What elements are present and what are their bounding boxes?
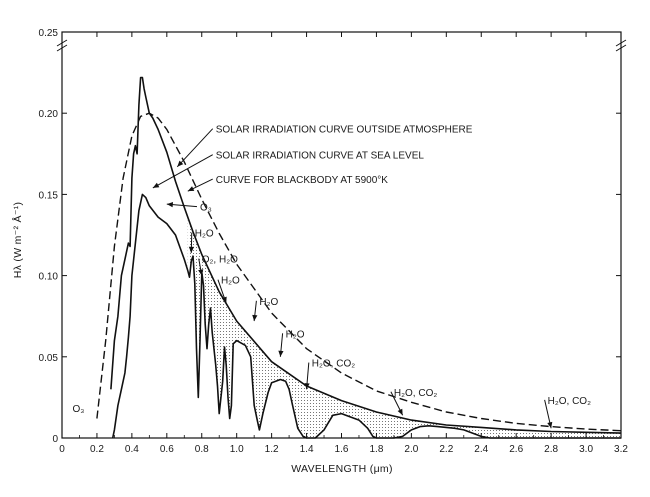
annotation-label: CURVE FOR BLACKBODY AT 5900°K xyxy=(216,175,389,186)
left-axis-break xyxy=(56,39,68,52)
series-line-3 xyxy=(96,112,622,432)
x-tick-label: 1.4 xyxy=(300,444,314,455)
x-tick-label: 1.0 xyxy=(230,444,244,455)
annotation-label: H₂O xyxy=(286,329,305,340)
axis-ticks: 0 0.2 0.4 0.6 0.8 1.0 1.2 1.4 1.6 1.8 2.0 2.2 2.4 2.6… xyxy=(39,28,629,455)
y-tick-label: 0.15 xyxy=(39,190,59,201)
annotation-layer: SOLAR IRRADIATION CURVE OUTSIDE ATMOSPHE… xyxy=(72,125,591,429)
annotation-label: SOLAR IRRADIATION CURVE OUTSIDE ATMOSPHE… xyxy=(216,125,473,136)
x-tick-label: 3.2 xyxy=(614,444,628,455)
series-line-1 xyxy=(110,76,622,434)
annotation-label: O₂, H₂O xyxy=(202,255,238,266)
x-tick-label: 0 xyxy=(59,444,65,455)
y-tick-label: 0.20 xyxy=(39,109,59,120)
annotation-arrowhead xyxy=(221,296,227,304)
x-tick-label: 0.8 xyxy=(195,444,209,455)
plot-border xyxy=(61,31,622,439)
annotation-arrowhead xyxy=(278,350,284,357)
annotation-label: SOLAR IRRADIATION CURVE AT SEA LEVEL xyxy=(216,151,425,162)
x-tick-label: 2.2 xyxy=(439,444,453,455)
annotation-label: H₂O, CO₂ xyxy=(312,359,355,370)
annotation-label: H₂O xyxy=(195,229,214,240)
annotation-arrowhead xyxy=(152,182,160,188)
x-tick-label: 1.2 xyxy=(265,444,279,455)
annotation-arrowhead xyxy=(187,186,195,192)
annotation-arrowhead xyxy=(547,421,553,429)
y-axis-title: Hλ (W m⁻² Å⁻¹) xyxy=(11,202,24,279)
x-tick-label: 3.0 xyxy=(579,444,593,455)
annotation-label: H₂O, CO₂ xyxy=(394,388,437,399)
annotation-label: H₂O, CO₂ xyxy=(548,396,591,407)
series-layer xyxy=(96,76,622,439)
plot-frame xyxy=(56,31,627,439)
x-tick-label: 2.8 xyxy=(544,444,558,455)
x-tick-label: 0.4 xyxy=(125,444,139,455)
annotation-arrow xyxy=(152,154,213,189)
annotation-arrowhead xyxy=(198,269,204,276)
annotation-arrowhead xyxy=(166,202,174,208)
x-tick-label: 1.6 xyxy=(335,444,349,455)
annotation-label: O₃ xyxy=(200,203,212,214)
annotation-arrowhead xyxy=(177,160,184,167)
annotation-label: H₂O xyxy=(221,276,240,287)
x-tick-label: 2.6 xyxy=(509,444,523,455)
x-tick-label: 0.6 xyxy=(160,444,174,455)
x-tick-label: 0.2 xyxy=(90,444,104,455)
annotation-arrow xyxy=(176,128,214,168)
right-axis-break xyxy=(615,39,627,52)
annotation-arrowhead xyxy=(304,383,310,390)
x-tick-label: 1.8 xyxy=(369,444,383,455)
y-tick-label: 0.25 xyxy=(39,28,59,39)
annotation-label: H₂O xyxy=(259,297,278,308)
annotation-arrowhead xyxy=(188,246,195,253)
x-axis-title: WAVELENGTH (μm) xyxy=(291,463,393,475)
x-tick-label: 2.0 xyxy=(404,444,418,455)
series-line-2 xyxy=(111,193,621,439)
y-tick-label: 0 xyxy=(52,434,58,445)
y-tick-label: 0.05 xyxy=(39,353,59,364)
annotation-arrowhead xyxy=(252,314,258,322)
annotation-arrowhead xyxy=(397,408,403,416)
absorption-shading xyxy=(187,217,621,438)
x-tick-label: 2.4 xyxy=(474,444,488,455)
y-tick-label: 0.10 xyxy=(39,272,59,283)
absorption-shading-layer xyxy=(187,217,621,438)
annotation-label: O₃ xyxy=(72,404,84,415)
